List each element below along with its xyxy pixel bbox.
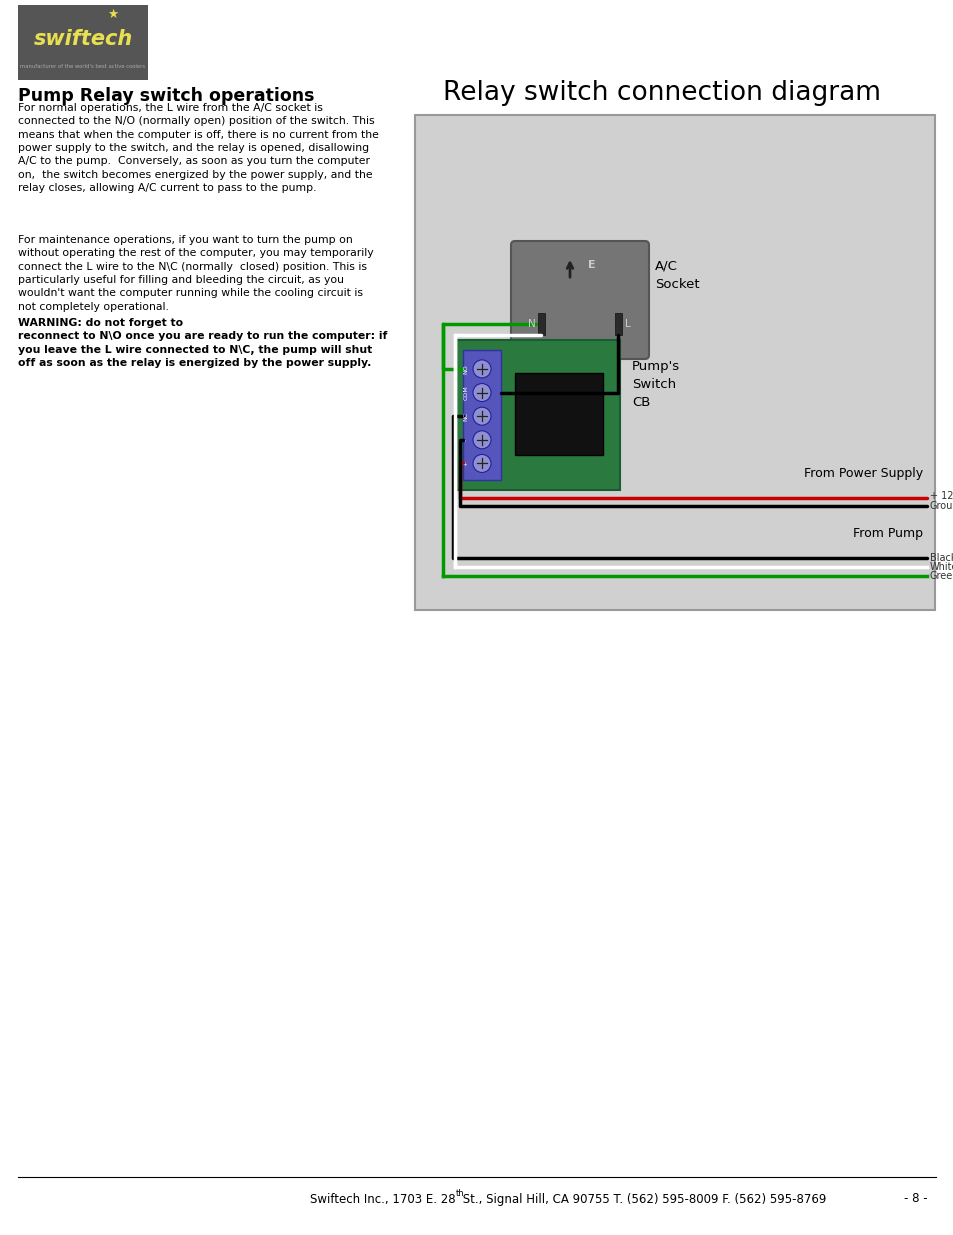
Bar	[462, 350, 500, 480]
Circle shape	[473, 408, 491, 425]
Text: From Pump: From Pump	[852, 527, 923, 540]
Text: th: th	[455, 1188, 464, 1198]
Text: E: E	[587, 261, 595, 270]
Text: Black: Black	[929, 553, 953, 563]
Text: L: L	[624, 319, 630, 329]
Text: From Power Supply: From Power Supply	[803, 467, 923, 480]
Circle shape	[473, 384, 491, 401]
Text: Relay switch connection diagram: Relay switch connection diagram	[442, 80, 880, 106]
Bar	[415, 115, 934, 610]
FancyBboxPatch shape	[511, 241, 648, 359]
Text: For maintenance operations, if you want to turn the pump on
without operating th: For maintenance operations, if you want …	[18, 235, 374, 311]
Text: + 12v: + 12v	[929, 492, 953, 501]
Text: White: White	[929, 562, 953, 572]
Text: For normal operations, the L wire from the A/C socket is
connected to the N/O (n: For normal operations, the L wire from t…	[18, 103, 378, 193]
Bar	[18, 5, 148, 80]
Text: Pump's
Switch
CB: Pump's Switch CB	[631, 359, 679, 409]
Text: ★: ★	[107, 9, 118, 21]
Text: NC: NC	[463, 411, 468, 421]
Text: St., Signal Hill, CA 90755 T. (562) 595-8009 F. (562) 595-8769: St., Signal Hill, CA 90755 T. (562) 595-…	[458, 1193, 825, 1205]
Circle shape	[473, 431, 491, 448]
Text: - 8 -: - 8 -	[903, 1193, 927, 1205]
Text: NO: NO	[463, 364, 468, 374]
Text: swiftech: swiftech	[33, 28, 132, 48]
Text: Swiftech Inc., 1703 E. 28: Swiftech Inc., 1703 E. 28	[310, 1193, 456, 1205]
Circle shape	[473, 454, 491, 473]
Text: A/C
Socket: A/C Socket	[655, 259, 699, 290]
Bar	[515, 373, 602, 454]
Text: -: -	[463, 438, 468, 441]
Text: COM: COM	[463, 385, 468, 400]
Text: +: +	[463, 461, 468, 466]
Text: Green: Green	[929, 571, 953, 580]
Text: N: N	[528, 319, 536, 329]
Bar	[615, 312, 621, 335]
Text: Pump Relay switch operations: Pump Relay switch operations	[18, 86, 314, 105]
Bar	[537, 312, 544, 335]
Text: WARNING: do not forget to
reconnect to N\O once you are ready to run the compute: WARNING: do not forget to reconnect to N…	[18, 317, 387, 368]
Text: manufacturer of the world's best active coolers: manufacturer of the world's best active …	[20, 64, 146, 69]
Bar	[455, 340, 619, 490]
Circle shape	[473, 359, 491, 378]
Text: Ground: Ground	[929, 501, 953, 511]
